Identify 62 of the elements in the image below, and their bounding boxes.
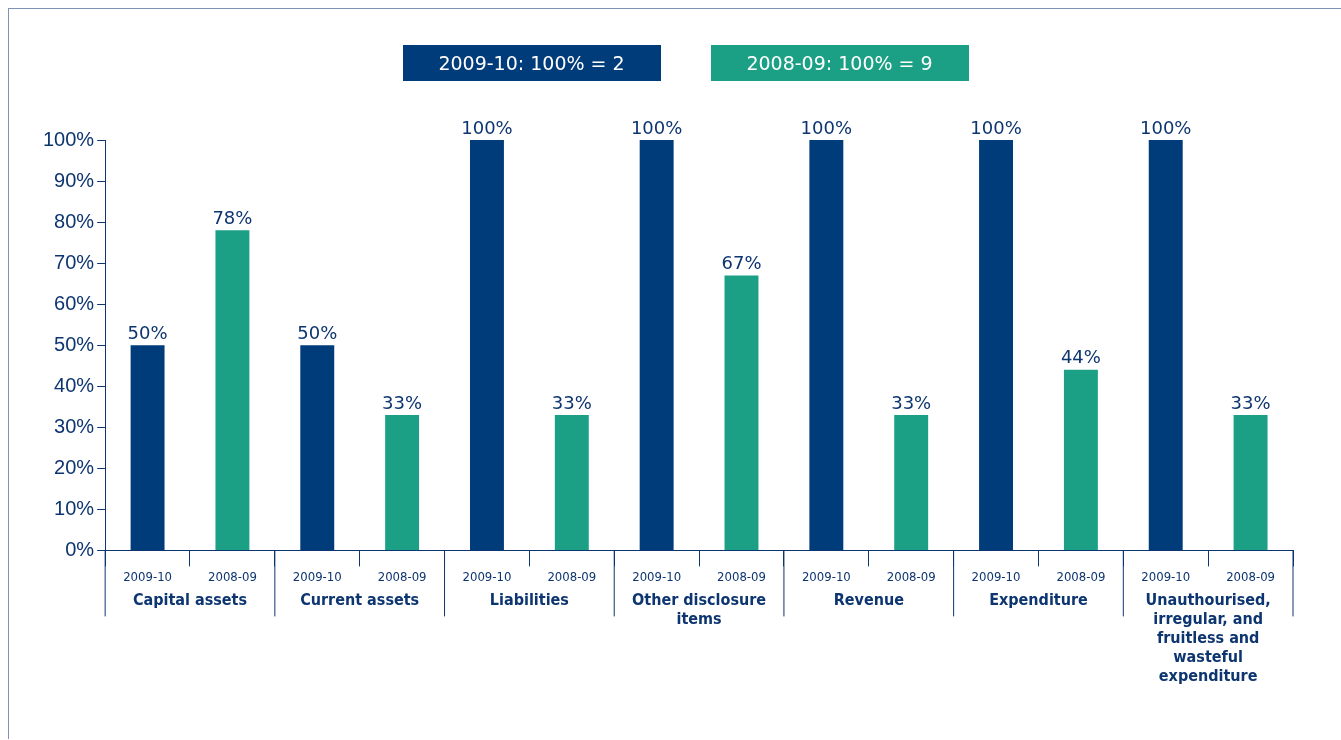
bar [724, 275, 759, 550]
bar [1233, 414, 1268, 550]
bar [130, 345, 165, 550]
y-tick-label: 80% [54, 209, 95, 232]
x-tick-label: 2009-10 [632, 568, 682, 584]
bar [385, 414, 420, 550]
x-tick-label: 2009-10 [123, 568, 173, 584]
data-label: 78% [212, 206, 253, 228]
bar [1148, 140, 1183, 550]
y-tick-label: 10% [54, 496, 95, 519]
text: 2008-09: 100% = 9 [710, 45, 969, 81]
text: Unauthourised, irregular, and fruitless and wasteful expenditure [1145, 589, 1271, 685]
x-tick-label: 2009-10 [462, 568, 512, 584]
x-tick-label: 2008-09 [377, 568, 427, 584]
bar [554, 414, 589, 550]
y-tick-label: 90% [54, 168, 95, 191]
bar [809, 140, 844, 550]
x-tick-label: 2008-09 [886, 568, 936, 584]
bar [215, 230, 250, 550]
text: 2009-10: 100% = 2 [402, 45, 661, 81]
y-tick-label: 100% [43, 127, 95, 150]
data-label: 100% [630, 116, 683, 138]
y-tick-label: 50% [54, 332, 95, 355]
x-tick-label: 2008-09 [547, 568, 597, 584]
y-tick-label: 20% [54, 455, 95, 478]
text: Expenditure [989, 589, 1089, 609]
data-label: 50% [127, 321, 168, 343]
x-tick-label: 2009-10 [292, 568, 342, 584]
y-tick-label: 70% [54, 250, 95, 273]
data-label: 100% [461, 116, 513, 138]
text: Liabilities [489, 589, 569, 609]
y-tick-label: 30% [54, 414, 95, 437]
bar [894, 414, 929, 550]
x-tick-label: 2008-09 [1056, 568, 1106, 584]
bar [300, 345, 335, 550]
bar [1063, 369, 1098, 550]
y-tick-label: 60% [54, 291, 95, 314]
bar [469, 140, 504, 550]
data-label: 100% [970, 116, 1022, 138]
text: Revenue [833, 589, 905, 609]
x-tick-label: 2009-10 [801, 568, 851, 584]
bar [979, 140, 1014, 550]
text: Other disclosure items [632, 589, 767, 628]
data-label: 50% [297, 321, 338, 343]
data-label: 33% [551, 391, 592, 413]
x-tick-label: 2009-10 [1141, 568, 1191, 584]
y-tick-label: 40% [54, 373, 95, 396]
text: Current assets [300, 589, 420, 609]
x-tick-label: 2009-10 [971, 568, 1021, 584]
x-tick-label: 2008-09 [207, 568, 257, 584]
data-label: 44% [1060, 346, 1101, 368]
data-label: 100% [800, 116, 853, 138]
x-tick-label: 2008-09 [717, 568, 766, 584]
x-tick-label: 2008-09 [1226, 568, 1276, 584]
data-label: 33% [891, 391, 932, 413]
y-tick-label: 0% [65, 537, 95, 560]
data-label: 33% [382, 391, 423, 413]
text: Capital assets [132, 589, 248, 609]
data-label: 100% [1140, 116, 1192, 138]
bar [639, 140, 674, 550]
data-label: 67% [721, 252, 762, 274]
data-label: 33% [1230, 391, 1271, 413]
